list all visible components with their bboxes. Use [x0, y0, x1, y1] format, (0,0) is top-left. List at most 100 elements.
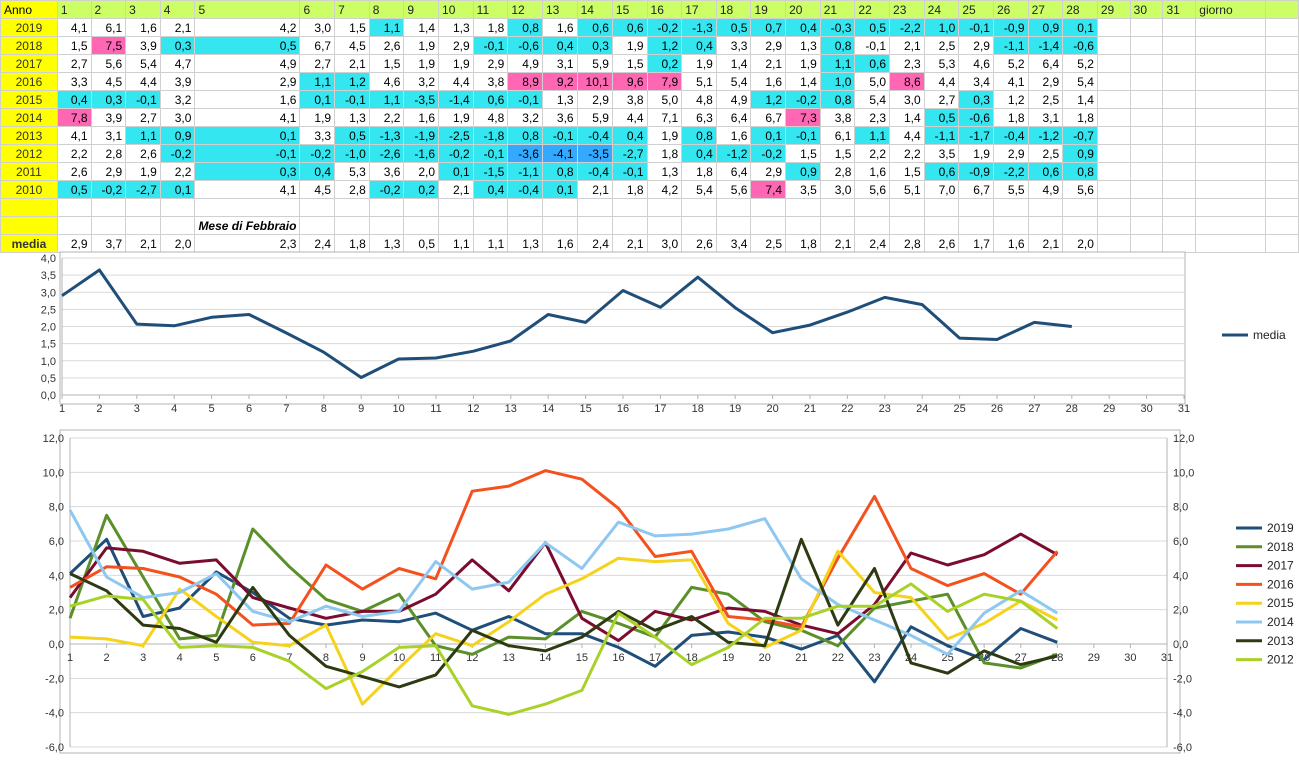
value-cell[interactable]: 4,5	[334, 36, 370, 55]
value-cell[interactable]: 0,3	[159, 36, 196, 55]
value-cell[interactable]: 0,7	[750, 18, 787, 37]
value-cell[interactable]: 2,8	[819, 162, 856, 181]
value-cell[interactable]: 2,1	[334, 54, 370, 73]
giorno-header[interactable]: giorno	[1195, 0, 1267, 19]
value-cell[interactable]: 5,0	[646, 90, 683, 109]
value-cell[interactable]: 2,1	[889, 36, 925, 55]
value-cell[interactable]: 0,6	[1027, 162, 1064, 181]
value-cell[interactable]: -2,2	[992, 162, 1029, 181]
value-cell[interactable]: 6,7	[750, 108, 787, 127]
value-cell[interactable]: 0,5	[854, 18, 891, 37]
value-cell[interactable]: 2,3	[854, 108, 891, 127]
value-cell[interactable]: 0,3	[90, 90, 127, 109]
month-note[interactable]: Mese di Febbraio	[194, 216, 300, 235]
value-cell[interactable]: 2,1	[576, 180, 613, 199]
value-cell[interactable]: -0,1	[958, 18, 994, 37]
anno-header[interactable]: Anno	[0, 0, 58, 19]
value-cell[interactable]: 1,1	[368, 90, 405, 109]
value-cell[interactable]: -1,1	[992, 36, 1029, 55]
value-cell[interactable]: 0,8	[507, 126, 543, 145]
value-cell[interactable]: -0,6	[958, 108, 994, 127]
media-value-cell[interactable]: 3,4	[715, 234, 752, 253]
day-header[interactable]: 12	[507, 0, 543, 19]
value-cell[interactable]: 0,6	[923, 162, 960, 181]
value-cell[interactable]: -1,2	[715, 144, 752, 163]
value-cell[interactable]: 0,1	[750, 126, 787, 145]
value-cell[interactable]: 2,9	[90, 162, 127, 181]
day-header[interactable]: 1	[56, 0, 92, 19]
value-cell[interactable]: 1,8	[992, 108, 1029, 127]
value-cell[interactable]: 2,2	[56, 144, 92, 163]
value-cell[interactable]: 4,9	[1027, 180, 1064, 199]
value-cell[interactable]: 1,8	[1062, 108, 1098, 127]
value-cell[interactable]: 0,4	[681, 36, 717, 55]
value-cell[interactable]: 0,4	[611, 126, 648, 145]
value-cell[interactable]: -1,5	[472, 162, 509, 181]
value-cell[interactable]: 0,5	[194, 36, 301, 55]
value-cell[interactable]: 0,2	[646, 54, 683, 73]
value-cell[interactable]: -0,1	[472, 144, 509, 163]
value-cell[interactable]: 2,1	[438, 180, 474, 199]
value-cell[interactable]: 1,8	[646, 144, 683, 163]
value-cell[interactable]: 5,1	[889, 180, 925, 199]
value-cell[interactable]: 3,1	[541, 54, 578, 73]
value-cell[interactable]: 9,6	[611, 72, 648, 91]
value-cell[interactable]: 3,3	[56, 72, 92, 91]
value-cell[interactable]: 0,9	[1027, 18, 1064, 37]
value-cell[interactable]: -0,4	[576, 126, 613, 145]
value-cell[interactable]: -1,2	[1027, 126, 1064, 145]
media-value-cell[interactable]: 2,5	[750, 234, 787, 253]
value-cell[interactable]: -0,9	[992, 18, 1029, 37]
day-header[interactable]: 10	[438, 0, 474, 19]
value-cell[interactable]: 2,1	[159, 18, 196, 37]
year-cell[interactable]: 2011	[0, 162, 58, 181]
value-cell[interactable]: 2,0	[403, 162, 440, 181]
value-cell[interactable]: 1,2	[750, 90, 787, 109]
value-cell[interactable]: 3,0	[299, 18, 336, 37]
year-cell[interactable]: 2015	[0, 90, 58, 109]
day-header[interactable]: 28	[1062, 0, 1098, 19]
value-cell[interactable]: 10,1	[576, 72, 613, 91]
value-cell[interactable]: -0,1	[541, 126, 578, 145]
value-cell[interactable]: 2,7	[125, 108, 161, 127]
value-cell[interactable]: -0,1	[785, 126, 821, 145]
value-cell[interactable]: 0,6	[576, 18, 613, 37]
value-cell[interactable]: -0,1	[472, 36, 509, 55]
value-cell[interactable]: 0,4	[681, 144, 717, 163]
value-cell[interactable]: 3,8	[472, 72, 509, 91]
value-cell[interactable]: 3,5	[923, 144, 960, 163]
media-label[interactable]: media	[0, 234, 58, 253]
media-value-cell[interactable]: 2,3	[194, 234, 301, 253]
day-header[interactable]: 8	[368, 0, 405, 19]
year-cell[interactable]: 2019	[0, 18, 58, 37]
value-cell[interactable]: 5,6	[854, 180, 891, 199]
value-cell[interactable]: 4,1	[56, 18, 92, 37]
value-cell[interactable]: 1,6	[403, 108, 440, 127]
value-cell[interactable]: -0,4	[576, 162, 613, 181]
value-cell[interactable]: 1,0	[819, 72, 856, 91]
media-value-cell[interactable]: 2,1	[125, 234, 161, 253]
value-cell[interactable]: 4,4	[125, 72, 161, 91]
day-header[interactable]: 20	[785, 0, 821, 19]
value-cell[interactable]: -3,5	[403, 90, 440, 109]
value-cell[interactable]: -2,7	[611, 144, 648, 163]
value-cell[interactable]: 1,1	[368, 18, 405, 37]
value-cell[interactable]: 4,8	[472, 108, 509, 127]
value-cell[interactable]: 1,8	[681, 162, 717, 181]
value-cell[interactable]: -0,2	[646, 18, 683, 37]
value-cell[interactable]: 0,1	[438, 162, 474, 181]
value-cell[interactable]: 2,7	[56, 54, 92, 73]
value-cell[interactable]: 8,6	[889, 72, 925, 91]
value-cell[interactable]: 0,4	[472, 180, 509, 199]
value-cell[interactable]: 0,9	[785, 162, 821, 181]
value-cell[interactable]: 0,1	[1062, 18, 1098, 37]
value-cell[interactable]: 5,3	[923, 54, 960, 73]
day-header[interactable]: 3	[125, 0, 161, 19]
value-cell[interactable]: 2,2	[159, 162, 196, 181]
value-cell[interactable]: -0,2	[159, 144, 196, 163]
value-cell[interactable]: -1,3	[368, 126, 405, 145]
value-cell[interactable]: 2,9	[438, 36, 474, 55]
value-cell[interactable]: -0,1	[125, 90, 161, 109]
value-cell[interactable]: -0,1	[611, 162, 648, 181]
value-cell[interactable]: 1,5	[785, 144, 821, 163]
